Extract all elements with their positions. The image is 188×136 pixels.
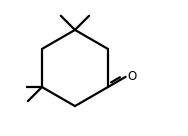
Text: O: O (127, 70, 136, 83)
